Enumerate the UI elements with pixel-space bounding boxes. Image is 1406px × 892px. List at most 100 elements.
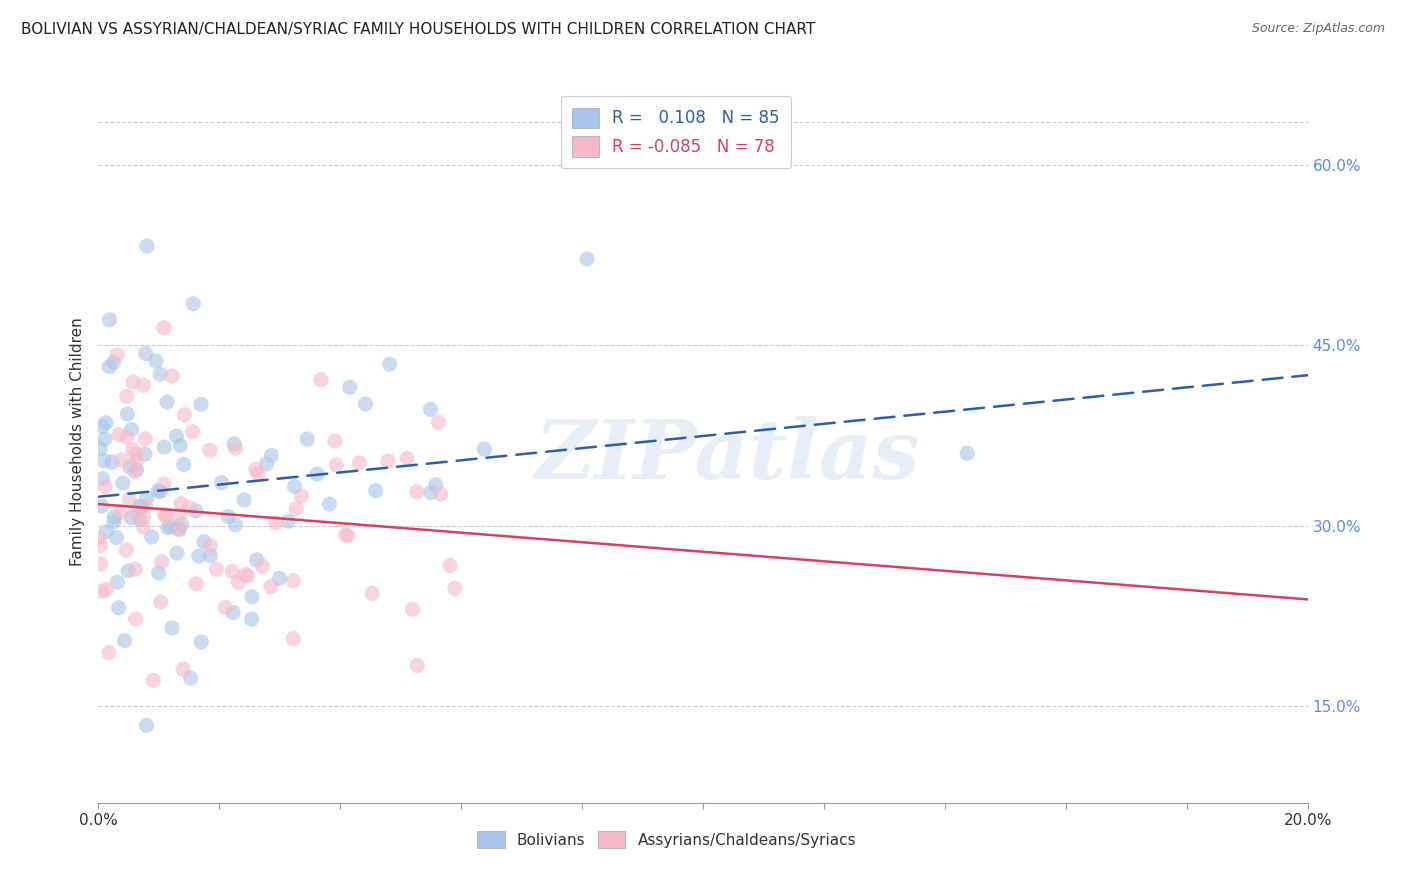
Point xyxy=(89,531,111,545)
Point xyxy=(240,590,263,604)
Point xyxy=(115,430,138,444)
Point xyxy=(89,539,111,553)
Point xyxy=(170,497,193,511)
Point xyxy=(214,600,236,615)
Point xyxy=(290,489,312,503)
Point xyxy=(105,575,128,590)
Point xyxy=(444,582,467,596)
Point xyxy=(179,500,201,515)
Point xyxy=(98,359,121,374)
Point xyxy=(94,416,117,430)
Point xyxy=(150,555,173,569)
Point xyxy=(141,530,163,544)
Point xyxy=(149,595,172,609)
Point xyxy=(260,580,283,594)
Point xyxy=(198,443,221,458)
Point xyxy=(135,491,157,505)
Point xyxy=(339,380,361,394)
Point xyxy=(295,432,318,446)
Point xyxy=(396,451,419,466)
Point xyxy=(93,453,115,467)
Point xyxy=(94,582,117,597)
Point xyxy=(420,485,443,500)
Point xyxy=(135,346,157,360)
Point xyxy=(125,447,148,461)
Point xyxy=(169,523,191,537)
Point xyxy=(160,519,183,533)
Point xyxy=(264,516,287,530)
Point xyxy=(181,425,204,439)
Point xyxy=(169,438,191,452)
Point xyxy=(135,718,157,732)
Point xyxy=(90,499,112,513)
Point xyxy=(89,442,111,456)
Point xyxy=(129,500,152,514)
Point xyxy=(325,458,347,472)
Point xyxy=(200,549,222,563)
Point xyxy=(128,500,150,514)
Point xyxy=(117,407,139,421)
Point xyxy=(181,297,204,311)
Point xyxy=(167,522,190,536)
Point xyxy=(247,467,270,481)
Point xyxy=(323,434,346,448)
Point xyxy=(172,662,194,676)
Point xyxy=(233,567,256,582)
Point xyxy=(260,448,283,462)
Point xyxy=(354,397,377,411)
Point xyxy=(110,452,132,467)
Point xyxy=(156,521,179,535)
Point xyxy=(283,632,305,646)
Point xyxy=(114,633,136,648)
Point xyxy=(221,565,243,579)
Point xyxy=(419,402,441,417)
Point xyxy=(281,574,304,588)
Point xyxy=(121,510,143,524)
Point xyxy=(285,502,308,516)
Point xyxy=(228,575,250,590)
Point xyxy=(336,528,359,542)
Point xyxy=(134,447,156,461)
Point xyxy=(153,440,176,454)
Point xyxy=(105,531,128,545)
Point xyxy=(186,576,208,591)
Point xyxy=(224,441,246,455)
Point xyxy=(427,415,450,429)
Point xyxy=(179,671,201,685)
Point xyxy=(283,479,305,493)
Point xyxy=(132,520,155,534)
Y-axis label: Family Households with Children: Family Households with Children xyxy=(69,318,84,566)
Point xyxy=(406,484,429,499)
Point xyxy=(155,510,177,524)
Point xyxy=(124,562,146,576)
Point xyxy=(439,558,461,573)
Text: Source: ZipAtlas.com: Source: ZipAtlas.com xyxy=(1251,22,1385,36)
Point xyxy=(146,483,169,498)
Point xyxy=(91,419,114,434)
Point xyxy=(124,612,146,626)
Point xyxy=(90,584,112,599)
Point xyxy=(575,252,598,266)
Point xyxy=(187,549,209,563)
Point xyxy=(425,478,447,492)
Point xyxy=(124,465,146,479)
Point xyxy=(118,492,141,507)
Point xyxy=(217,509,239,524)
Point xyxy=(132,509,155,524)
Point xyxy=(256,457,278,471)
Point xyxy=(190,397,212,411)
Text: BOLIVIAN VS ASSYRIAN/CHALDEAN/SYRIAC FAMILY HOUSEHOLDS WITH CHILDREN CORRELATION: BOLIVIAN VS ASSYRIAN/CHALDEAN/SYRIAC FAM… xyxy=(21,22,815,37)
Point xyxy=(101,455,124,469)
Point xyxy=(97,646,120,660)
Point xyxy=(103,510,125,524)
Point xyxy=(91,472,114,486)
Point xyxy=(349,456,371,470)
Point xyxy=(472,442,495,457)
Point xyxy=(429,487,451,501)
Point xyxy=(142,673,165,688)
Point xyxy=(96,524,118,539)
Point xyxy=(122,375,145,389)
Point xyxy=(98,312,121,326)
Point xyxy=(378,357,401,371)
Point xyxy=(166,429,188,443)
